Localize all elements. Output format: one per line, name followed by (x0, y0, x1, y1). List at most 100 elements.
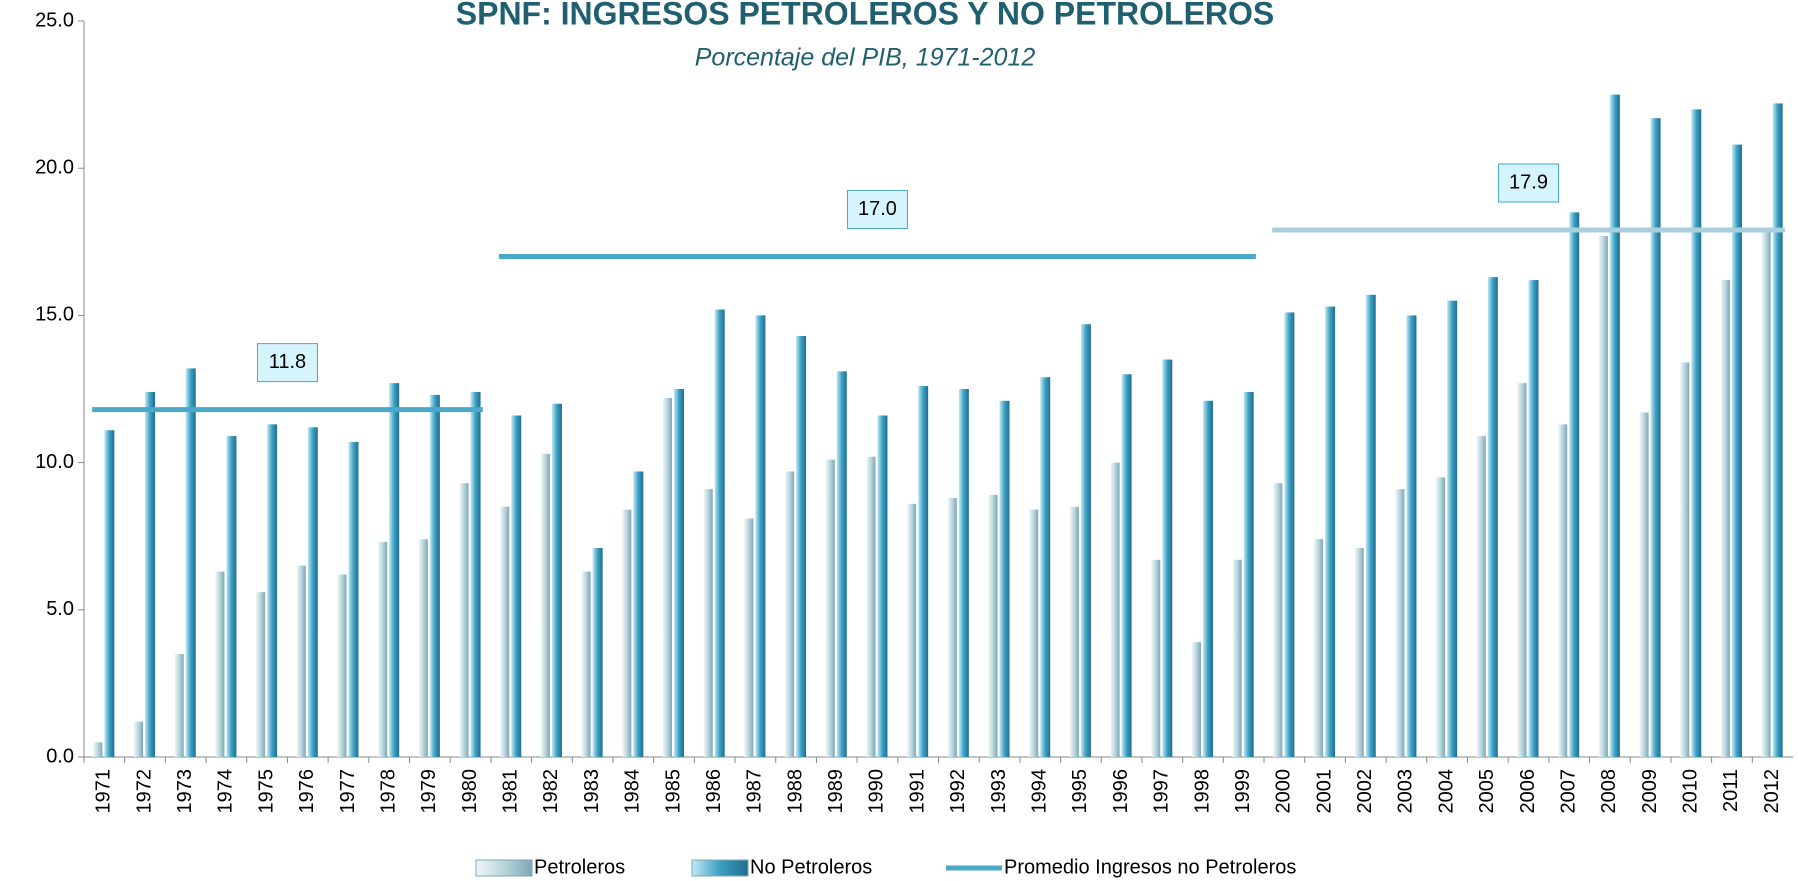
bar (796, 336, 806, 757)
x-tick-label: 1983 (581, 769, 603, 814)
bar (1762, 230, 1771, 757)
bar (1233, 560, 1242, 757)
bar (755, 315, 765, 757)
chart-subtitle: Porcentaje del PIB, 1971-2012 (695, 44, 1036, 72)
legend-label: Petroleros (534, 856, 625, 878)
bar (500, 507, 509, 757)
x-tick-label: 1978 (377, 769, 399, 814)
bar (989, 495, 998, 757)
bar (1355, 548, 1364, 757)
bar (1244, 392, 1254, 757)
legend-swatch (692, 860, 748, 876)
bar (826, 460, 835, 757)
bar (1273, 483, 1282, 757)
bar (389, 383, 399, 757)
legend-label: Promedio Ingresos no Petroleros (1004, 856, 1296, 878)
x-tick-label: 1995 (1069, 769, 1091, 814)
bar (215, 572, 224, 757)
bar (134, 722, 143, 757)
chart: SPNF: INGRESOS PETROLEROS Y NO PETROLERO… (0, 0, 1798, 881)
bar (308, 427, 318, 757)
bar (552, 404, 562, 757)
x-tick-label: 1997 (1151, 769, 1173, 814)
bar (837, 371, 847, 757)
x-tick-label: 1998 (1191, 769, 1213, 814)
average-label: 17.9 (1509, 171, 1548, 193)
bar (337, 574, 346, 757)
x-tick-label: 1994 (1029, 769, 1051, 814)
x-tick-label: 1990 (866, 769, 888, 814)
x-tick-label: 1979 (418, 769, 440, 814)
bar (1029, 510, 1038, 757)
x-tick-label: 1984 (622, 769, 644, 814)
bar (297, 566, 306, 757)
bar (674, 389, 684, 757)
bar (785, 471, 794, 757)
y-tick-label: 20.0 (35, 156, 74, 178)
bar (1111, 463, 1120, 757)
bar (704, 489, 713, 757)
bar (256, 592, 265, 757)
bar (1518, 383, 1527, 757)
bar (1162, 360, 1172, 757)
x-tick-label: 1985 (662, 769, 684, 814)
x-tick-label: 2010 (1680, 769, 1702, 814)
x-tick-label: 2012 (1761, 769, 1783, 814)
bar (1640, 413, 1649, 757)
x-tick-label: 1987 (744, 769, 766, 814)
bar (1569, 212, 1579, 757)
bar (959, 389, 969, 757)
x-tick-label: 1992 (947, 769, 969, 814)
bar (1366, 295, 1376, 757)
y-tick-label: 10.0 (35, 451, 74, 473)
x-tick-label: 1975 (255, 769, 277, 814)
y-tick-label: 25.0 (35, 9, 74, 31)
bar (226, 436, 236, 757)
bar (1732, 145, 1742, 757)
bar (1314, 539, 1323, 757)
bar (918, 386, 928, 757)
x-tick-label: 2011 (1720, 769, 1742, 812)
chart-title: SPNF: INGRESOS PETROLEROS Y NO PETROLERO… (456, 0, 1275, 31)
bar (1122, 374, 1132, 757)
x-tick-label: 2005 (1476, 769, 1498, 814)
x-tick-label: 2006 (1517, 769, 1539, 814)
bar (948, 498, 957, 757)
bar (186, 368, 196, 757)
x-tick-label: 2007 (1557, 769, 1579, 814)
bar (1651, 118, 1661, 757)
x-tick-label: 1981 (500, 769, 522, 814)
bar (1070, 507, 1079, 757)
bar (1599, 236, 1608, 757)
bar (1151, 560, 1160, 757)
bar (1773, 103, 1783, 757)
bar (877, 415, 887, 757)
bar (582, 572, 591, 757)
bar (1325, 307, 1335, 757)
bar (378, 542, 387, 757)
bar (744, 519, 753, 757)
bar (907, 504, 916, 757)
x-tick-label: 1974 (215, 769, 237, 814)
x-tick-label: 1977 (337, 769, 359, 814)
x-tick-label: 1982 (540, 769, 562, 814)
x-tick-label: 2002 (1354, 769, 1376, 814)
bar (593, 548, 603, 757)
legend-label: No Petroleros (750, 856, 872, 878)
bar (1040, 377, 1050, 757)
bar (419, 539, 428, 757)
x-tick-label: 1972 (133, 769, 155, 814)
x-tick-label: 1971 (93, 769, 115, 814)
bar (1488, 277, 1498, 757)
bar (1284, 312, 1294, 757)
x-tick-label: 1993 (988, 769, 1010, 814)
bar (1406, 315, 1416, 757)
bar (1395, 489, 1404, 757)
bar (1529, 280, 1539, 757)
bar (1477, 436, 1486, 757)
bar (1721, 280, 1730, 757)
bar (1610, 95, 1620, 757)
bar (1081, 324, 1091, 757)
bar (430, 395, 440, 757)
bar (715, 310, 725, 757)
